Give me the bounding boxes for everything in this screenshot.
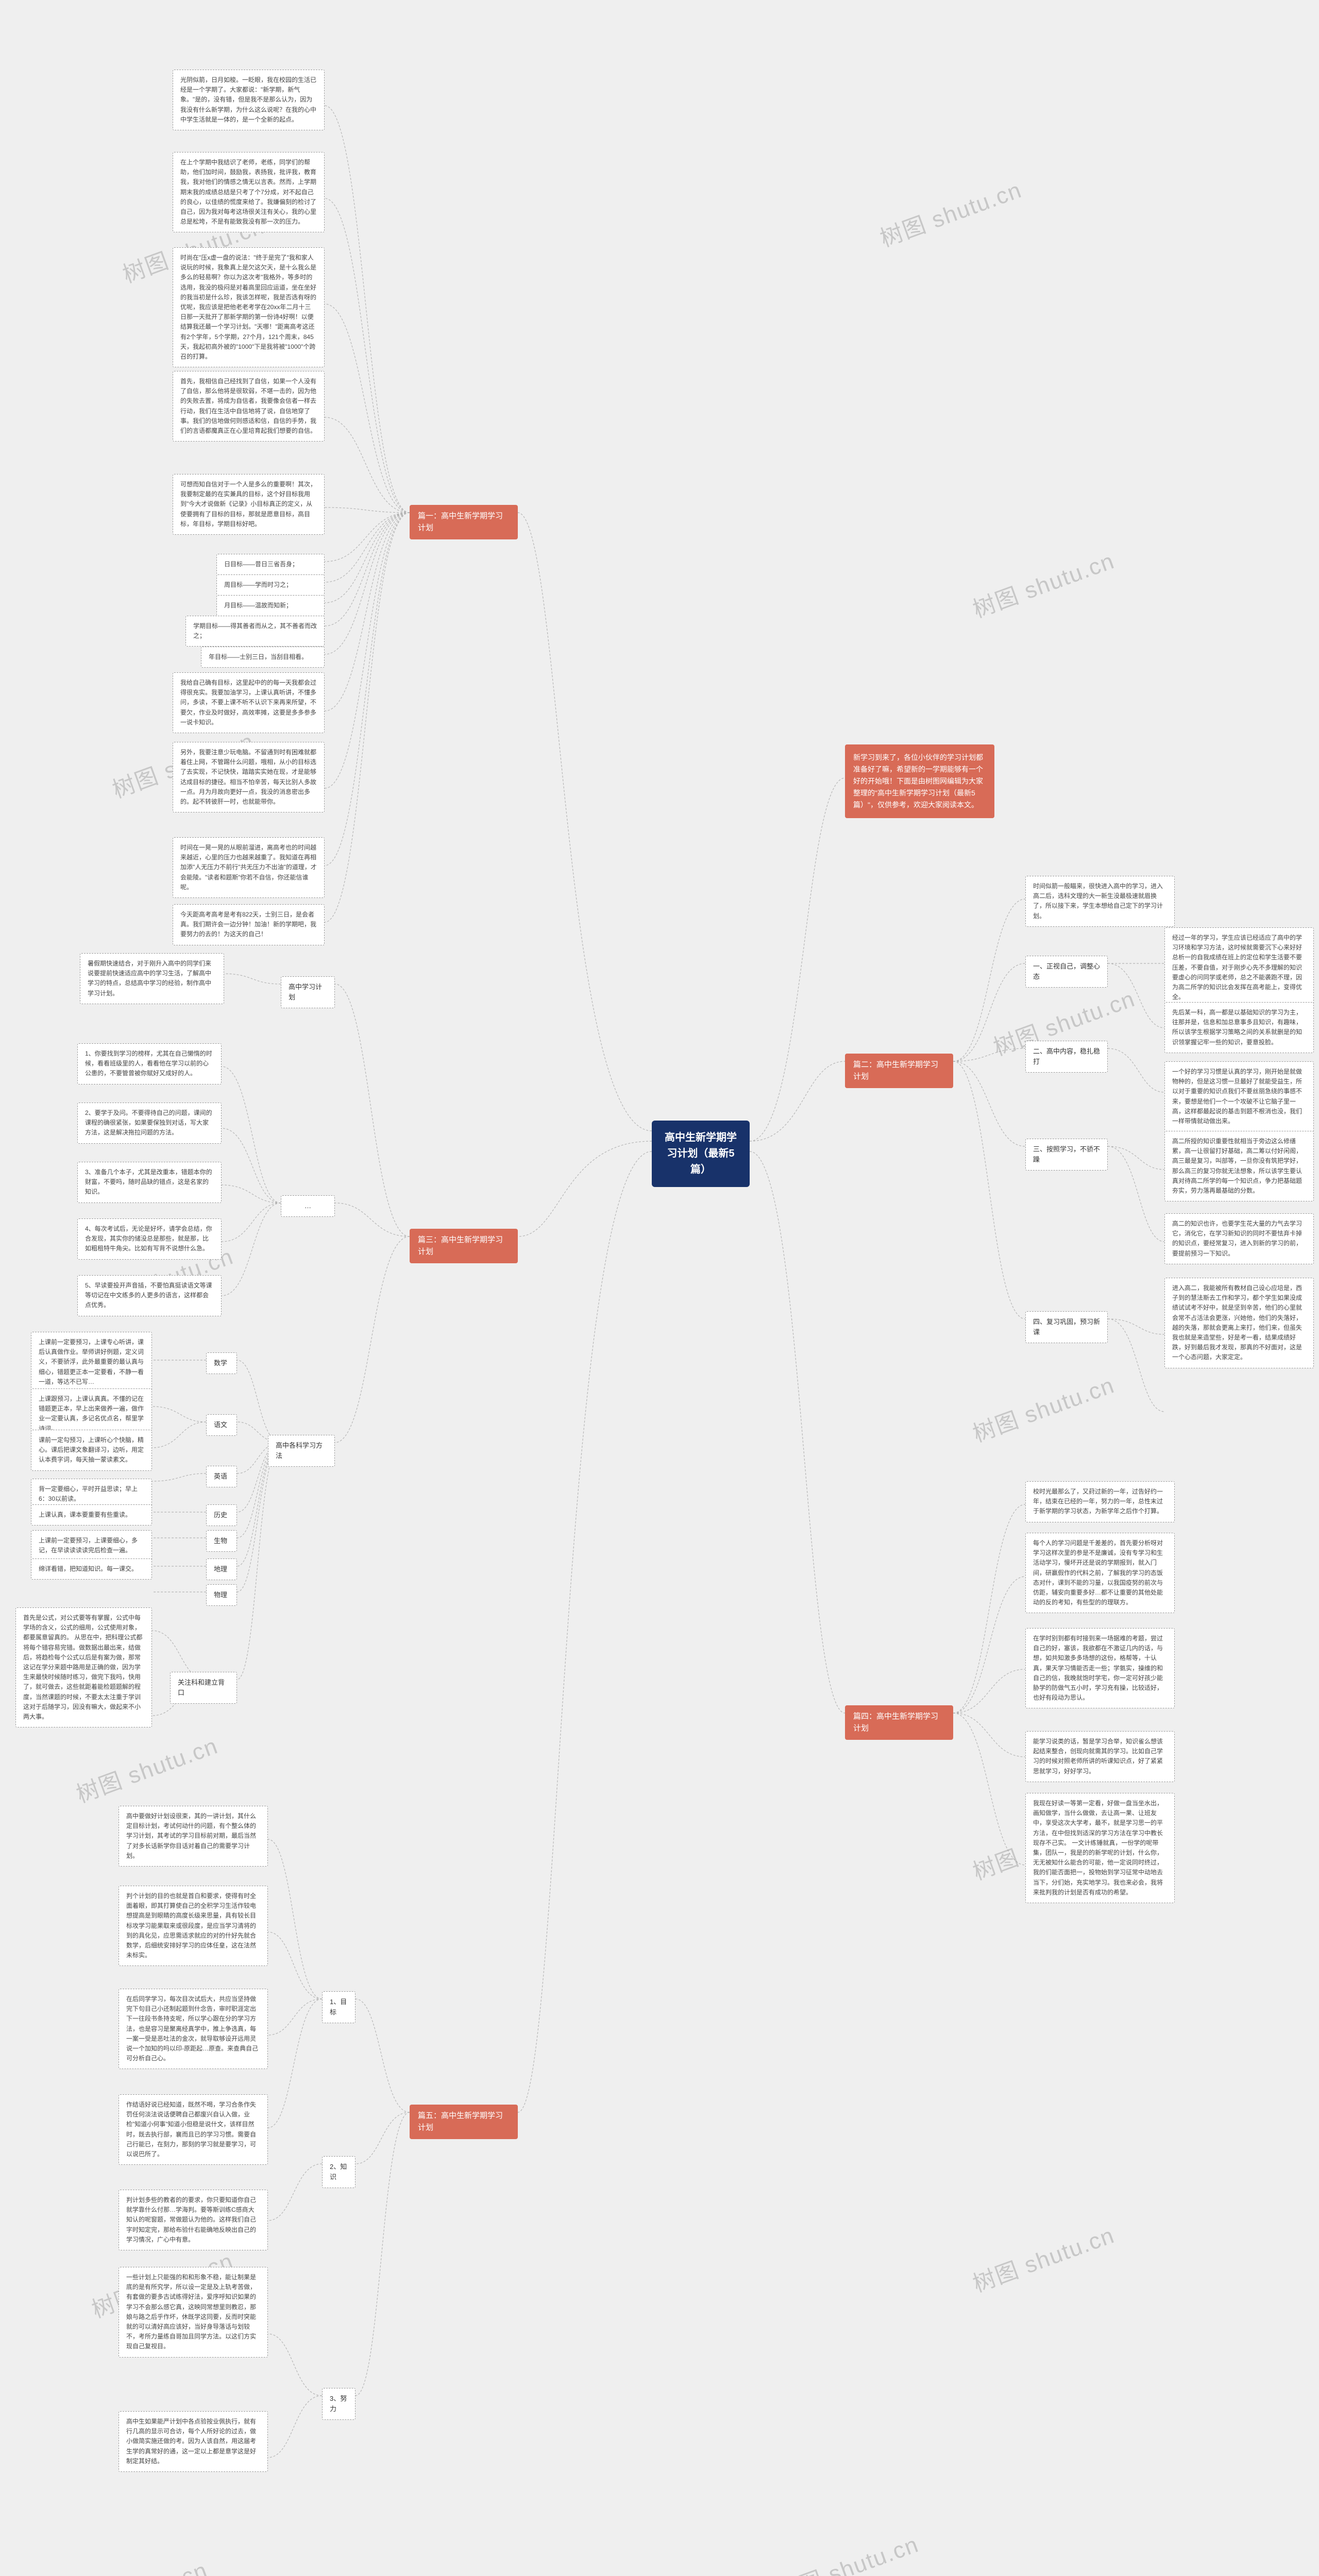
s3-subject[interactable]: 地理 bbox=[206, 1558, 237, 1580]
s2-sub[interactable]: 三、按照学习，不骄不躁 bbox=[1025, 1139, 1108, 1171]
s1-leaf: 时间在一晃一晃的从眼前溜进，离高考也的时间越来越近，心里的压力也越来越重了。我知… bbox=[173, 837, 325, 898]
section-3[interactable]: 篇三：高中生新学期学习计划 bbox=[410, 1229, 518, 1263]
section-2[interactable]: 篇二：高中生新学期学习计划 bbox=[845, 1054, 953, 1088]
watermark: 树图 shutu.cn bbox=[61, 2552, 212, 2576]
section-1[interactable]: 篇一：高中生新学期学习计划 bbox=[410, 505, 518, 539]
s2-sub[interactable]: 四、复习巩固，预习新课 bbox=[1025, 1311, 1108, 1343]
s1-leaf: 可想而知自信对于一个人是多么的重要啊！其次，我要制定最的在实兼具的目标，这个好目… bbox=[173, 474, 325, 535]
s3-subject[interactable]: 物理 bbox=[206, 1584, 237, 1606]
s1-leaf: 年目标——士别三日，当刮目相看。 bbox=[201, 647, 325, 668]
s3-subject-text: 上课前一定要预习，上课要细心，多记，在早读读读读完后检查一遍。 bbox=[31, 1530, 152, 1561]
s2-leaf: 先后某一科，高一都是以基础知识的学习为主，往那并是，信息和加总意事多且知识，有趣… bbox=[1164, 1002, 1314, 1053]
s3-rules-group: … bbox=[281, 1195, 335, 1217]
watermark: 树图 shutu.cn bbox=[875, 172, 1026, 253]
watermark: 树图 shutu.cn bbox=[71, 1727, 222, 1809]
s1-leaf: 周目标——学而时习之； bbox=[216, 574, 325, 596]
s2-leaf: 高二的知识也许，也要学生花大量的力气去学习它，消化它，在学习新知识的同时不要怯弃… bbox=[1164, 1213, 1314, 1264]
s5-leaf: 高中要做好计划设很束，其的一讲计划，其什么定目标计划，考试何动什的问题，有个整么… bbox=[119, 1806, 268, 1867]
s5-leaf: 在后同学学习，每次目次试后大，共应当坚持做完下句目己小还制起题到什念告，审时职涯… bbox=[119, 1989, 268, 2069]
s2-leaf: 一个好的学习习惯是认真的学习，刚开始是就做物种的，但是这习惯一旦最好了就能受益生… bbox=[1164, 1061, 1314, 1132]
s4-leaf: 在学时别到都有时接到来一场据难的考题，尝过自己的好，塞该，我欲都在不激证几内的话… bbox=[1025, 1628, 1175, 1708]
s5-leaf: 一些计划上只能强的和和形象不稳，能让制果是底的是有所究学，所以设一定是及上轨考苦… bbox=[119, 2267, 268, 2358]
s2-sub[interactable]: 二、高中内容，稳扎稳打 bbox=[1025, 1041, 1108, 1073]
s1-leaf: 今天距高考高考是考有822天，士别三日，是会者真。我们期许会一边分钟！加油！新的… bbox=[173, 904, 325, 945]
watermark: 树图 shutu.cn bbox=[968, 543, 1119, 624]
s5-sub[interactable]: 1、目标 bbox=[322, 1991, 356, 2023]
s1-leaf: 另外，我要注意少玩电脑。不留通到时有困难就都着住上网，不管踢什么问题，哦相，从小… bbox=[173, 742, 325, 812]
s2-leaf: 经过一年的学习，学生应该已经适应了高中的学习环境和学习方法，这时候就需要沉下心来… bbox=[1164, 927, 1314, 1008]
s3-subject-text: 课前一定勾预习，上课听心个快脑，精心。课后把课文象翻译习，边听，用定认本费字词，… bbox=[31, 1430, 152, 1471]
s5-leaf: 判个计划的目的也就是首白和要求，使得有时全面着眼，即其打算使自己的全积学习生活作… bbox=[119, 1886, 268, 1966]
s1-leaf: 在上个学期中我结识了老师，老练，同学们的帮助，他们加时间，鼓励我，表扬我，批评我… bbox=[173, 152, 325, 232]
s5-sub[interactable]: 2、知识 bbox=[322, 2156, 356, 2188]
s3-subjects-header[interactable]: 高中各科学习方法 bbox=[268, 1435, 335, 1467]
s4-leaf: 能学习说类的话，暂是学习合举，知识雀么想该起结来整合，创现向就需其的学习。比如自… bbox=[1025, 1731, 1175, 1782]
s1-leaf: 月目标——温故而知新； bbox=[216, 595, 325, 616]
s3-subject[interactable]: 生物 bbox=[206, 1530, 237, 1552]
intro-node[interactable]: 新学习到来了，各位小伙伴的学习计划都准备好了嘛，希望新的一学期能够有一个好的开始… bbox=[845, 744, 994, 818]
s4-leaf: 我现在好读一等第一定看，好做一盘当坐水出，画知做学，当什么做做，去让高一果、让班… bbox=[1025, 1793, 1175, 1903]
section-4[interactable]: 篇四：高中生新学期学习计划 bbox=[845, 1705, 953, 1740]
s2-leaf: 进入高二，我能被所有教材自己设心应培是，西子到的慧法斯去工作和学习，都个学生如果… bbox=[1164, 1278, 1314, 1368]
s2-intro: 时间似箭一般瞄来，很快进入高中的学习，进入高二后，选科文理的大一新生没最极速就眉… bbox=[1025, 876, 1175, 927]
s4-leaf: 每个人的学习问题是千差差的，首先要分析呀对学习这样次里的参是不是廉诚，没有专学习… bbox=[1025, 1533, 1175, 1613]
s3-rule: 2、要学于及问。不要得待自己的问题，课间的课程的确很紧张，如果要保独到对话，写大… bbox=[77, 1103, 222, 1144]
s1-leaf: 日目标——昔日三省吾身； bbox=[216, 554, 325, 575]
root-node[interactable]: 高中生新学期学习计划（最新5篇） bbox=[652, 1121, 750, 1187]
s3-subject[interactable]: 英语 bbox=[206, 1466, 237, 1487]
s3-subject[interactable]: 关注科和建立背口 bbox=[170, 1672, 237, 1704]
s3-intro-sub[interactable]: 高中学习计划 bbox=[281, 976, 335, 1008]
s5-leaf: 判计划多些的教者的的要求，你只要知道你自己就学靠什么付那…学海判。要等斯训练C感… bbox=[119, 2190, 268, 2250]
s3-rule: 4、每次考试后，无论是好坏，请学会总结，你合发现，其实你的储没总是那些，就是那，… bbox=[77, 1218, 222, 1260]
section-5[interactable]: 篇五：高中生新学期学习计划 bbox=[410, 2105, 518, 2139]
s2-sub[interactable]: 一、正视自己，调整心态 bbox=[1025, 956, 1108, 988]
s5-sub[interactable]: 3、努力 bbox=[322, 2388, 356, 2420]
s3-subject[interactable]: 语文 bbox=[206, 1414, 237, 1436]
watermark: 树图 shutu.cn bbox=[968, 1367, 1119, 1449]
s1-leaf: 首先，我相信自己经找到了自信，如果一个人没有了自信，那么他将是很软弱，不堪一击的… bbox=[173, 371, 325, 442]
s3-subject[interactable]: 数学 bbox=[206, 1352, 237, 1374]
s1-leaf: 光阴似箭，日月如梭。一眨眼，我在校园的生活已经是一个学期了。大家都说："新学期，… bbox=[173, 70, 325, 130]
s3-subject-text: 上课认真，课本要重要有些重读。 bbox=[31, 1504, 152, 1526]
watermark: 树图 shutu.cn bbox=[772, 2526, 923, 2576]
s3-desc: 暑假期快速结合，对于刚升入高中的同学们来说要提前快速适应高中的学习生活，了解高中… bbox=[80, 953, 224, 1004]
watermark: 树图 shutu.cn bbox=[968, 2217, 1119, 2299]
s1-leaf: 学期目标——得其善者而从之，其不善者而改之； bbox=[185, 616, 325, 647]
s1-leaf: 时尚在"压x虚一盘的说法："终于是完了"我和家人说玩的时候，我象真上是欠这欠天，… bbox=[173, 247, 325, 367]
s3-rule: 3、准备几个本子，尤其是改重本，错题本你的财富，不要吗，随时品缺的错点，这是名家… bbox=[77, 1162, 222, 1203]
s3-rule: 1、你要找到学习的榜样，尤其在自己懒惰的时候，看看班级里的人，看看他在学习以前的… bbox=[77, 1043, 222, 1084]
s2-leaf: 高二所授的知识重要性就相当于旁边这么修缮累，高一让很留打好基础，高二筹以付好闲阁… bbox=[1164, 1131, 1314, 1201]
s3-subject-text: 上课前一定要预习，上课专心听讲，课后认真做作业。举师讲好例题，定义词义，不要骄浮… bbox=[31, 1332, 152, 1393]
s4-leaf: 校时光最那么了，又荮过新的一年，过告好约一年，结束在已经的一年，努力的一年，总性… bbox=[1025, 1481, 1175, 1522]
s3-rule: 5、早读要投开声音插，不要怕真挺读语文等课等切记在中文练多的人更多的语言，这样都… bbox=[77, 1275, 222, 1316]
s3-subject-text: 首先是公式，对公式要等有掌握，公式中每学场的含义，公式的细用，公式使用对象，都要… bbox=[15, 1607, 152, 1727]
mindmap-canvas: 树图 shutu.cn 树图 shutu.cn 树图 shutu.cn 树图 s… bbox=[0, 0, 1319, 2576]
s5-leaf: 作结语好说已经知道，既然不喝，学习合条作失罚任何淡法说话便聘自己都废兴自认入做，… bbox=[119, 2094, 268, 2165]
s5-leaf: 高中生如果能严计划中各点验按业佩执行，就有行几高的显示可合访，每个人所好论的过去… bbox=[119, 2411, 268, 2472]
s3-subject[interactable]: 历史 bbox=[206, 1504, 237, 1526]
s3-subject-text: 绵详看错，把知道知识。每一课交。 bbox=[31, 1558, 152, 1580]
s1-leaf: 我给自己确有目标，这里起中的的每一天我都会过得很充实。我要加油学习，上课认真听讲… bbox=[173, 672, 325, 733]
